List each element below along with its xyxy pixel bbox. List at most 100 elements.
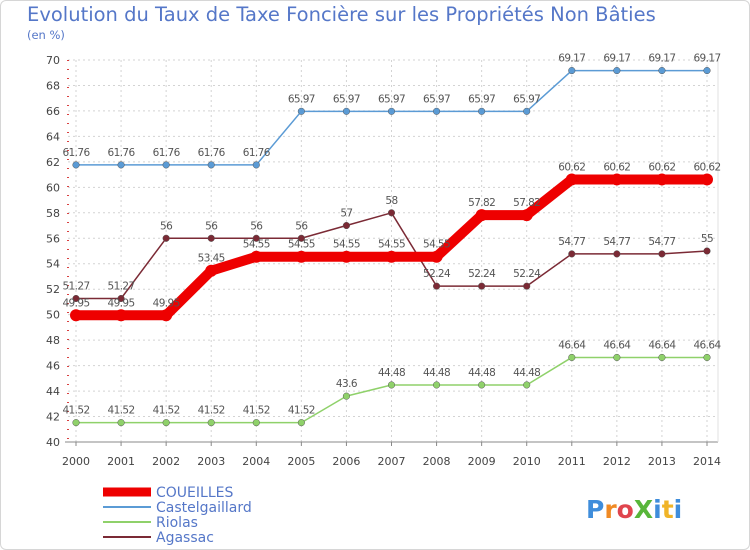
y-tick-label: 66 (46, 105, 60, 118)
data-point-riolas (252, 419, 260, 427)
data-label-riolas: 41.52 (153, 405, 180, 417)
data-point-riolas (387, 381, 396, 389)
data-point-riolas (658, 353, 666, 362)
x-tick-label: 2004 (242, 455, 270, 468)
data-point-riolas (613, 353, 621, 362)
y-tick-label: 60 (46, 181, 60, 194)
data-point-castelgaillard (478, 107, 486, 115)
data-label-riolas: 41.52 (198, 405, 225, 417)
data-label-riolas: 43.6 (336, 378, 358, 390)
data-point-coueilles (520, 209, 533, 222)
y-tick-label: 40 (46, 436, 60, 449)
data-point-coueilles (160, 309, 173, 322)
data-point-agassac (523, 282, 531, 290)
data-label-coueilles: 60.62 (648, 161, 675, 173)
x-tick-label: 2000 (62, 455, 90, 468)
data-point-agassac (658, 250, 666, 258)
data-label-castelgaillard: 65.97 (513, 93, 540, 105)
data-point-castelgaillard (523, 107, 531, 115)
data-label-riolas: 41.52 (108, 405, 135, 417)
x-tick-label: 2007 (378, 455, 406, 468)
data-point-coueilles (565, 173, 578, 186)
data-label-riolas: 44.48 (423, 367, 450, 379)
data-label-agassac: 52.24 (468, 268, 496, 280)
y-tick-label: 68 (46, 79, 60, 92)
y-tick-label: 42 (46, 411, 60, 424)
data-label-castelgaillard: 69.17 (648, 53, 675, 65)
data-label-agassac: 56 (250, 220, 263, 232)
data-point-coueilles (430, 250, 443, 263)
data-label-coueilles: 60.62 (558, 161, 585, 173)
y-axis-unit: (en %) (27, 28, 65, 42)
data-point-agassac (613, 250, 621, 258)
data-label-riolas: 46.64 (693, 339, 721, 351)
data-point-riolas (117, 419, 125, 427)
data-point-riolas (703, 353, 711, 362)
data-point-castelgaillard (117, 161, 125, 169)
x-tick-label: 2012 (603, 455, 631, 468)
data-point-agassac (478, 282, 486, 290)
data-label-agassac: 51.27 (62, 280, 89, 292)
data-point-coueilles (70, 309, 82, 322)
data-label-agassac: 51.27 (108, 280, 135, 292)
x-tick-label: 2003 (197, 455, 225, 468)
y-tick-label: 46 (46, 360, 60, 373)
data-point-agassac (703, 247, 711, 255)
proxiti-logo: ProXiti (586, 495, 682, 524)
data-label-castelgaillard: 69.17 (693, 53, 720, 65)
data-label-agassac: 55 (701, 233, 713, 245)
data-label-riolas: 44.48 (378, 367, 405, 379)
data-label-riolas: 46.64 (558, 339, 586, 351)
data-label-agassac: 54.77 (558, 236, 585, 248)
x-tick-label: 2001 (107, 455, 135, 468)
y-tick-label: 70 (46, 54, 60, 67)
data-point-agassac (387, 209, 396, 217)
data-label-agassac: 56 (295, 220, 308, 232)
chart-title: Evolution du Taux de Taxe Foncière sur l… (27, 3, 656, 26)
data-point-coueilles (655, 173, 668, 186)
data-point-castelgaillard (207, 161, 215, 169)
data-label-agassac: 52.24 (423, 268, 451, 280)
data-label-castelgaillard: 61.76 (198, 147, 226, 159)
data-point-riolas (72, 419, 80, 427)
data-label-coueilles: 49.95 (153, 297, 180, 309)
data-label-castelgaillard: 65.97 (378, 93, 405, 105)
data-label-agassac: 58 (385, 195, 397, 207)
legend-label-riolas: Riolas (156, 515, 198, 531)
data-label-coueilles: 57.82 (513, 197, 540, 209)
data-label-riolas: 44.48 (513, 367, 540, 379)
x-tick-label: 2006 (332, 455, 360, 468)
y-tick-label: 62 (46, 156, 60, 169)
data-point-coueilles (701, 173, 713, 186)
data-label-coueilles: 54.55 (423, 239, 450, 251)
data-point-castelgaillard (72, 161, 80, 169)
data-label-agassac: 54.77 (648, 236, 675, 248)
data-point-riolas (523, 381, 531, 389)
data-point-castelgaillard (658, 67, 666, 75)
data-label-coueilles: 54.55 (378, 239, 405, 251)
data-point-castelgaillard (252, 161, 260, 169)
data-point-agassac (252, 234, 260, 242)
data-point-coueilles (475, 209, 488, 222)
data-point-agassac (117, 294, 125, 303)
y-tick-label: 58 (46, 207, 60, 220)
data-label-castelgaillard: 65.97 (468, 93, 495, 105)
data-point-coueilles (340, 250, 353, 263)
data-point-riolas (207, 419, 215, 427)
data-point-castelgaillard (433, 107, 441, 115)
data-point-agassac (297, 234, 305, 242)
data-point-agassac (162, 234, 170, 242)
data-point-coueilles (250, 250, 263, 263)
data-label-coueilles: 54.55 (333, 239, 360, 251)
y-tick-label: 50 (46, 309, 60, 322)
data-label-coueilles: 60.62 (693, 161, 720, 173)
data-point-castelgaillard (613, 67, 621, 75)
data-point-riolas (297, 419, 305, 427)
data-label-castelgaillard: 65.97 (288, 93, 315, 105)
data-point-castelgaillard (342, 107, 350, 115)
data-point-coueilles (205, 264, 218, 277)
data-point-riolas (162, 419, 170, 427)
data-label-castelgaillard: 65.97 (333, 93, 360, 105)
x-tick-label: 2008 (423, 455, 451, 468)
